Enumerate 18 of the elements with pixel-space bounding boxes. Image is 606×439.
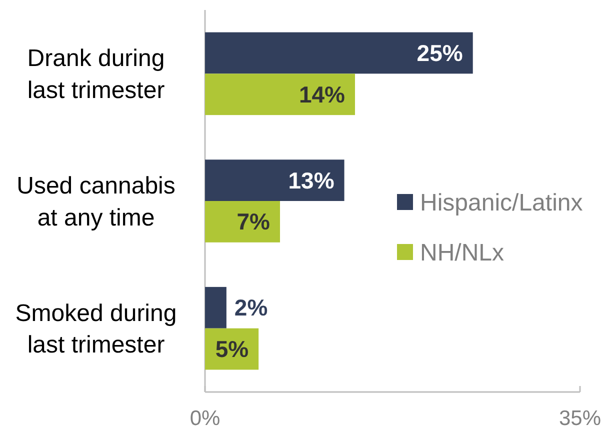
- bar: [205, 201, 280, 242]
- bar: [205, 32, 473, 74]
- legend-label: Hispanic/Latinx: [420, 189, 583, 216]
- data-label: 7%: [236, 208, 270, 235]
- x-tick-label: 0%: [190, 406, 220, 430]
- legend-label: NH/NLx: [420, 239, 504, 266]
- data-label: 5%: [215, 336, 249, 362]
- x-tick-label: 35%: [558, 406, 602, 430]
- data-label: 2%: [234, 294, 268, 321]
- y-tick-label: Smoked during last trimester: [15, 300, 177, 359]
- data-label: 25%: [416, 40, 463, 66]
- bar: [205, 160, 344, 201]
- bar: [205, 74, 355, 116]
- bar: [205, 286, 226, 328]
- data-label: 14%: [298, 81, 345, 108]
- data-label: 13%: [288, 167, 334, 194]
- y-tick-label: Drank during last trimester: [27, 45, 165, 104]
- y-tick-label: Used cannabis at any time: [16, 172, 176, 232]
